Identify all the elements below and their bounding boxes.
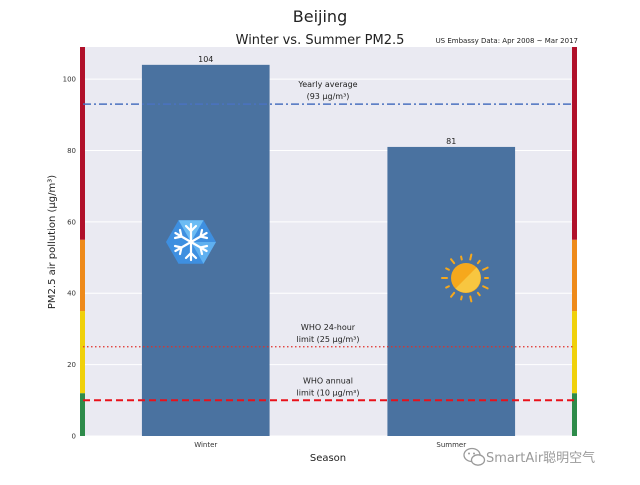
sun-ray	[482, 285, 489, 290]
y-tick-labels: 0 20 40 60 80 100	[63, 76, 76, 441]
y-axis-label: PM2.5 air pollution (μg/m³)	[47, 175, 58, 309]
source-note: US Embassy Data: Apr 2008 ~ Mar 2017	[436, 37, 578, 45]
sun-ray	[460, 255, 463, 261]
x-tick-label: Summer	[436, 441, 466, 449]
reference-label: limit (10 μg/m³)	[297, 388, 360, 397]
snowflake-icon	[166, 220, 216, 264]
reference-label: Yearly average	[297, 80, 357, 89]
sun-ray	[450, 291, 456, 298]
sun-ray	[469, 295, 473, 303]
y-tick-label: 0	[72, 433, 76, 441]
x-axis-label: Season	[310, 453, 346, 464]
aqi-band	[80, 239, 85, 312]
aqi-band	[572, 311, 577, 394]
sun-ray	[450, 258, 456, 265]
wechat-icon	[463, 447, 486, 466]
y-tick-label: 40	[67, 290, 76, 298]
y-tick-label: 20	[67, 361, 76, 369]
chart-suptitle: Beijing	[293, 7, 347, 26]
sun-ray	[476, 259, 481, 265]
chart-title: Winter vs. Summer PM2.5	[236, 33, 405, 48]
sun-ray	[482, 266, 489, 271]
sun-ray	[476, 291, 481, 297]
aqi-band	[80, 393, 85, 436]
reference-label: WHO annual	[303, 376, 353, 385]
aqi-band	[80, 311, 85, 394]
reference-lines: Yearly average (93 μg/m³) WHO 24-hour limit…	[83, 80, 574, 402]
sun-icon	[441, 253, 489, 303]
y-tick-label: 60	[67, 218, 76, 226]
aqi-band	[572, 393, 577, 436]
y-tick-label: 100	[63, 76, 76, 84]
x-tick-label: Winter	[194, 441, 217, 449]
bar-value-label: 104	[198, 55, 213, 64]
bar-summer	[387, 146, 516, 436]
x-tick-labels: Winter Summer	[194, 441, 466, 449]
reference-label: limit (25 μg/m³)	[297, 335, 360, 344]
aqi-band	[572, 47, 577, 240]
aqi-band	[572, 239, 577, 312]
y-tick-label: 80	[67, 147, 76, 155]
sun-ray	[445, 285, 450, 289]
reference-label: (93 μg/m³)	[307, 92, 350, 101]
sun-ray	[460, 295, 463, 301]
sun-ray	[469, 253, 473, 261]
sun-ray	[445, 267, 450, 271]
bar-value-labels: 104 81	[198, 55, 456, 146]
bar-value-label: 81	[446, 137, 456, 146]
reference-label: WHO 24-hour	[301, 323, 356, 332]
watermark: SmartAir聪明空气	[486, 450, 595, 466]
aqi-band	[80, 47, 85, 240]
aqi-side-bands	[80, 47, 577, 436]
